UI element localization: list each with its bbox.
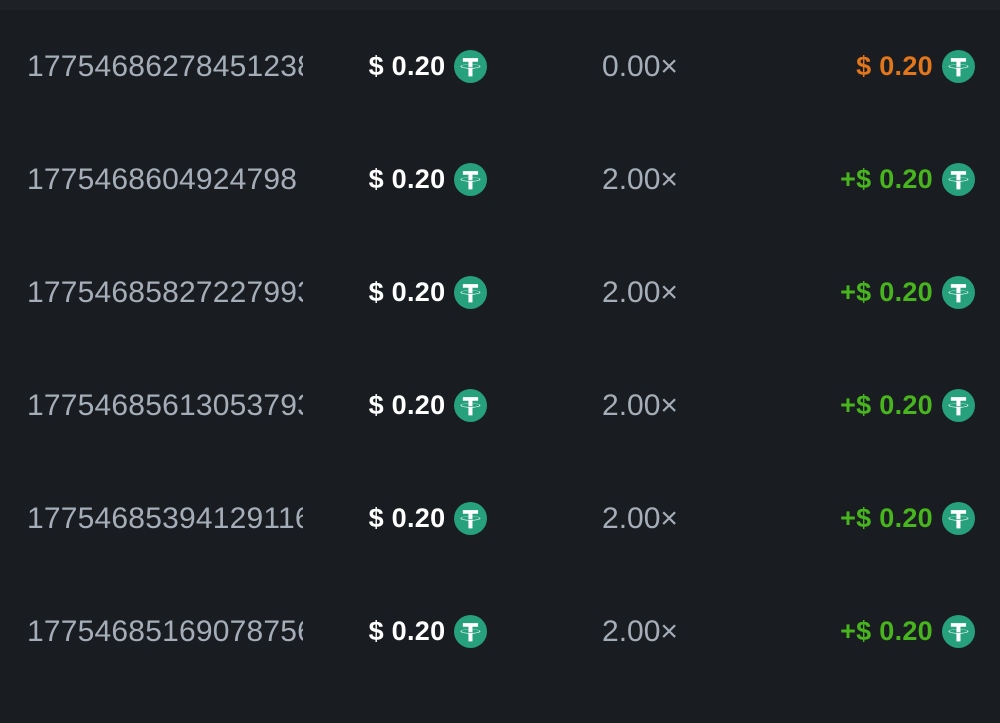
- previous-row-edge: [0, 0, 1000, 10]
- tether-icon: [454, 276, 487, 309]
- table-row[interactable]: 17754686278451238 $ 0.20 0.00× $ 0.20: [0, 10, 1000, 123]
- bet-multiplier: 2.00×: [602, 614, 678, 648]
- payout-cell: $ 0.20: [727, 50, 1000, 83]
- bet-amount: $ 0.20: [368, 390, 446, 420]
- bet-amount-cell: $ 0.20: [303, 615, 553, 648]
- bet-amount-cell: $ 0.20: [303, 389, 553, 422]
- bet-amount: $ 0.20: [368, 164, 446, 194]
- bet-id: 17754685394129116: [27, 501, 303, 535]
- payout-cell: +$ 0.20: [727, 276, 1000, 309]
- payout-cell: +$ 0.20: [727, 163, 1000, 196]
- bet-amount-cell: $ 0.20: [303, 50, 553, 83]
- tether-icon: [454, 389, 487, 422]
- tether-icon: [942, 50, 975, 83]
- payout-cell: +$ 0.20: [727, 502, 1000, 535]
- payout-cell: +$ 0.20: [727, 615, 1000, 648]
- bet-history-table: 17754686278451238 $ 0.20 0.00× $ 0.20 17…: [0, 10, 1000, 688]
- tether-icon: [454, 615, 487, 648]
- bet-id: 17754686278451238: [27, 49, 303, 83]
- bet-id: 17754685169078756: [27, 614, 303, 648]
- bet-amount: $ 0.20: [368, 51, 446, 81]
- bet-amount-cell: $ 0.20: [303, 163, 553, 196]
- payout-amount: $ 0.20: [856, 51, 933, 81]
- bet-multiplier: 0.00×: [602, 49, 678, 83]
- tether-icon: [942, 389, 975, 422]
- payout-amount: +$ 0.20: [840, 277, 933, 307]
- tether-icon: [942, 615, 975, 648]
- tether-icon: [454, 502, 487, 535]
- payout-cell: +$ 0.20: [727, 389, 1000, 422]
- bet-multiplier: 2.00×: [602, 388, 678, 422]
- table-row[interactable]: 1775468604924798 $ 0.20 2.00× +$ 0.20: [0, 123, 1000, 236]
- bet-multiplier: 2.00×: [602, 501, 678, 535]
- tether-icon: [454, 50, 487, 83]
- table-row[interactable]: 17754685827227993 $ 0.20 2.00× +$ 0.20: [0, 236, 1000, 349]
- tether-icon: [942, 502, 975, 535]
- bet-amount: $ 0.20: [368, 503, 446, 533]
- bet-id: 17754685613053793: [27, 388, 303, 422]
- tether-icon: [942, 276, 975, 309]
- bet-amount-cell: $ 0.20: [303, 502, 553, 535]
- bet-id: 17754685827227993: [27, 275, 303, 309]
- payout-amount: +$ 0.20: [840, 164, 933, 194]
- table-row[interactable]: 17754685394129116 $ 0.20 2.00× +$ 0.20: [0, 462, 1000, 575]
- table-row[interactable]: 17754685169078756 $ 0.20 2.00× +$ 0.20: [0, 575, 1000, 688]
- payout-amount: +$ 0.20: [840, 503, 933, 533]
- bet-multiplier: 2.00×: [602, 275, 678, 309]
- table-row[interactable]: 17754685613053793 $ 0.20 2.00× +$ 0.20: [0, 349, 1000, 462]
- payout-amount: +$ 0.20: [840, 616, 933, 646]
- tether-icon: [454, 163, 487, 196]
- tether-icon: [942, 163, 975, 196]
- bet-amount: $ 0.20: [368, 277, 446, 307]
- bet-amount: $ 0.20: [368, 616, 446, 646]
- bet-amount-cell: $ 0.20: [303, 276, 553, 309]
- bet-id: 1775468604924798: [27, 162, 298, 196]
- payout-amount: +$ 0.20: [840, 390, 933, 420]
- bet-multiplier: 2.00×: [602, 162, 678, 196]
